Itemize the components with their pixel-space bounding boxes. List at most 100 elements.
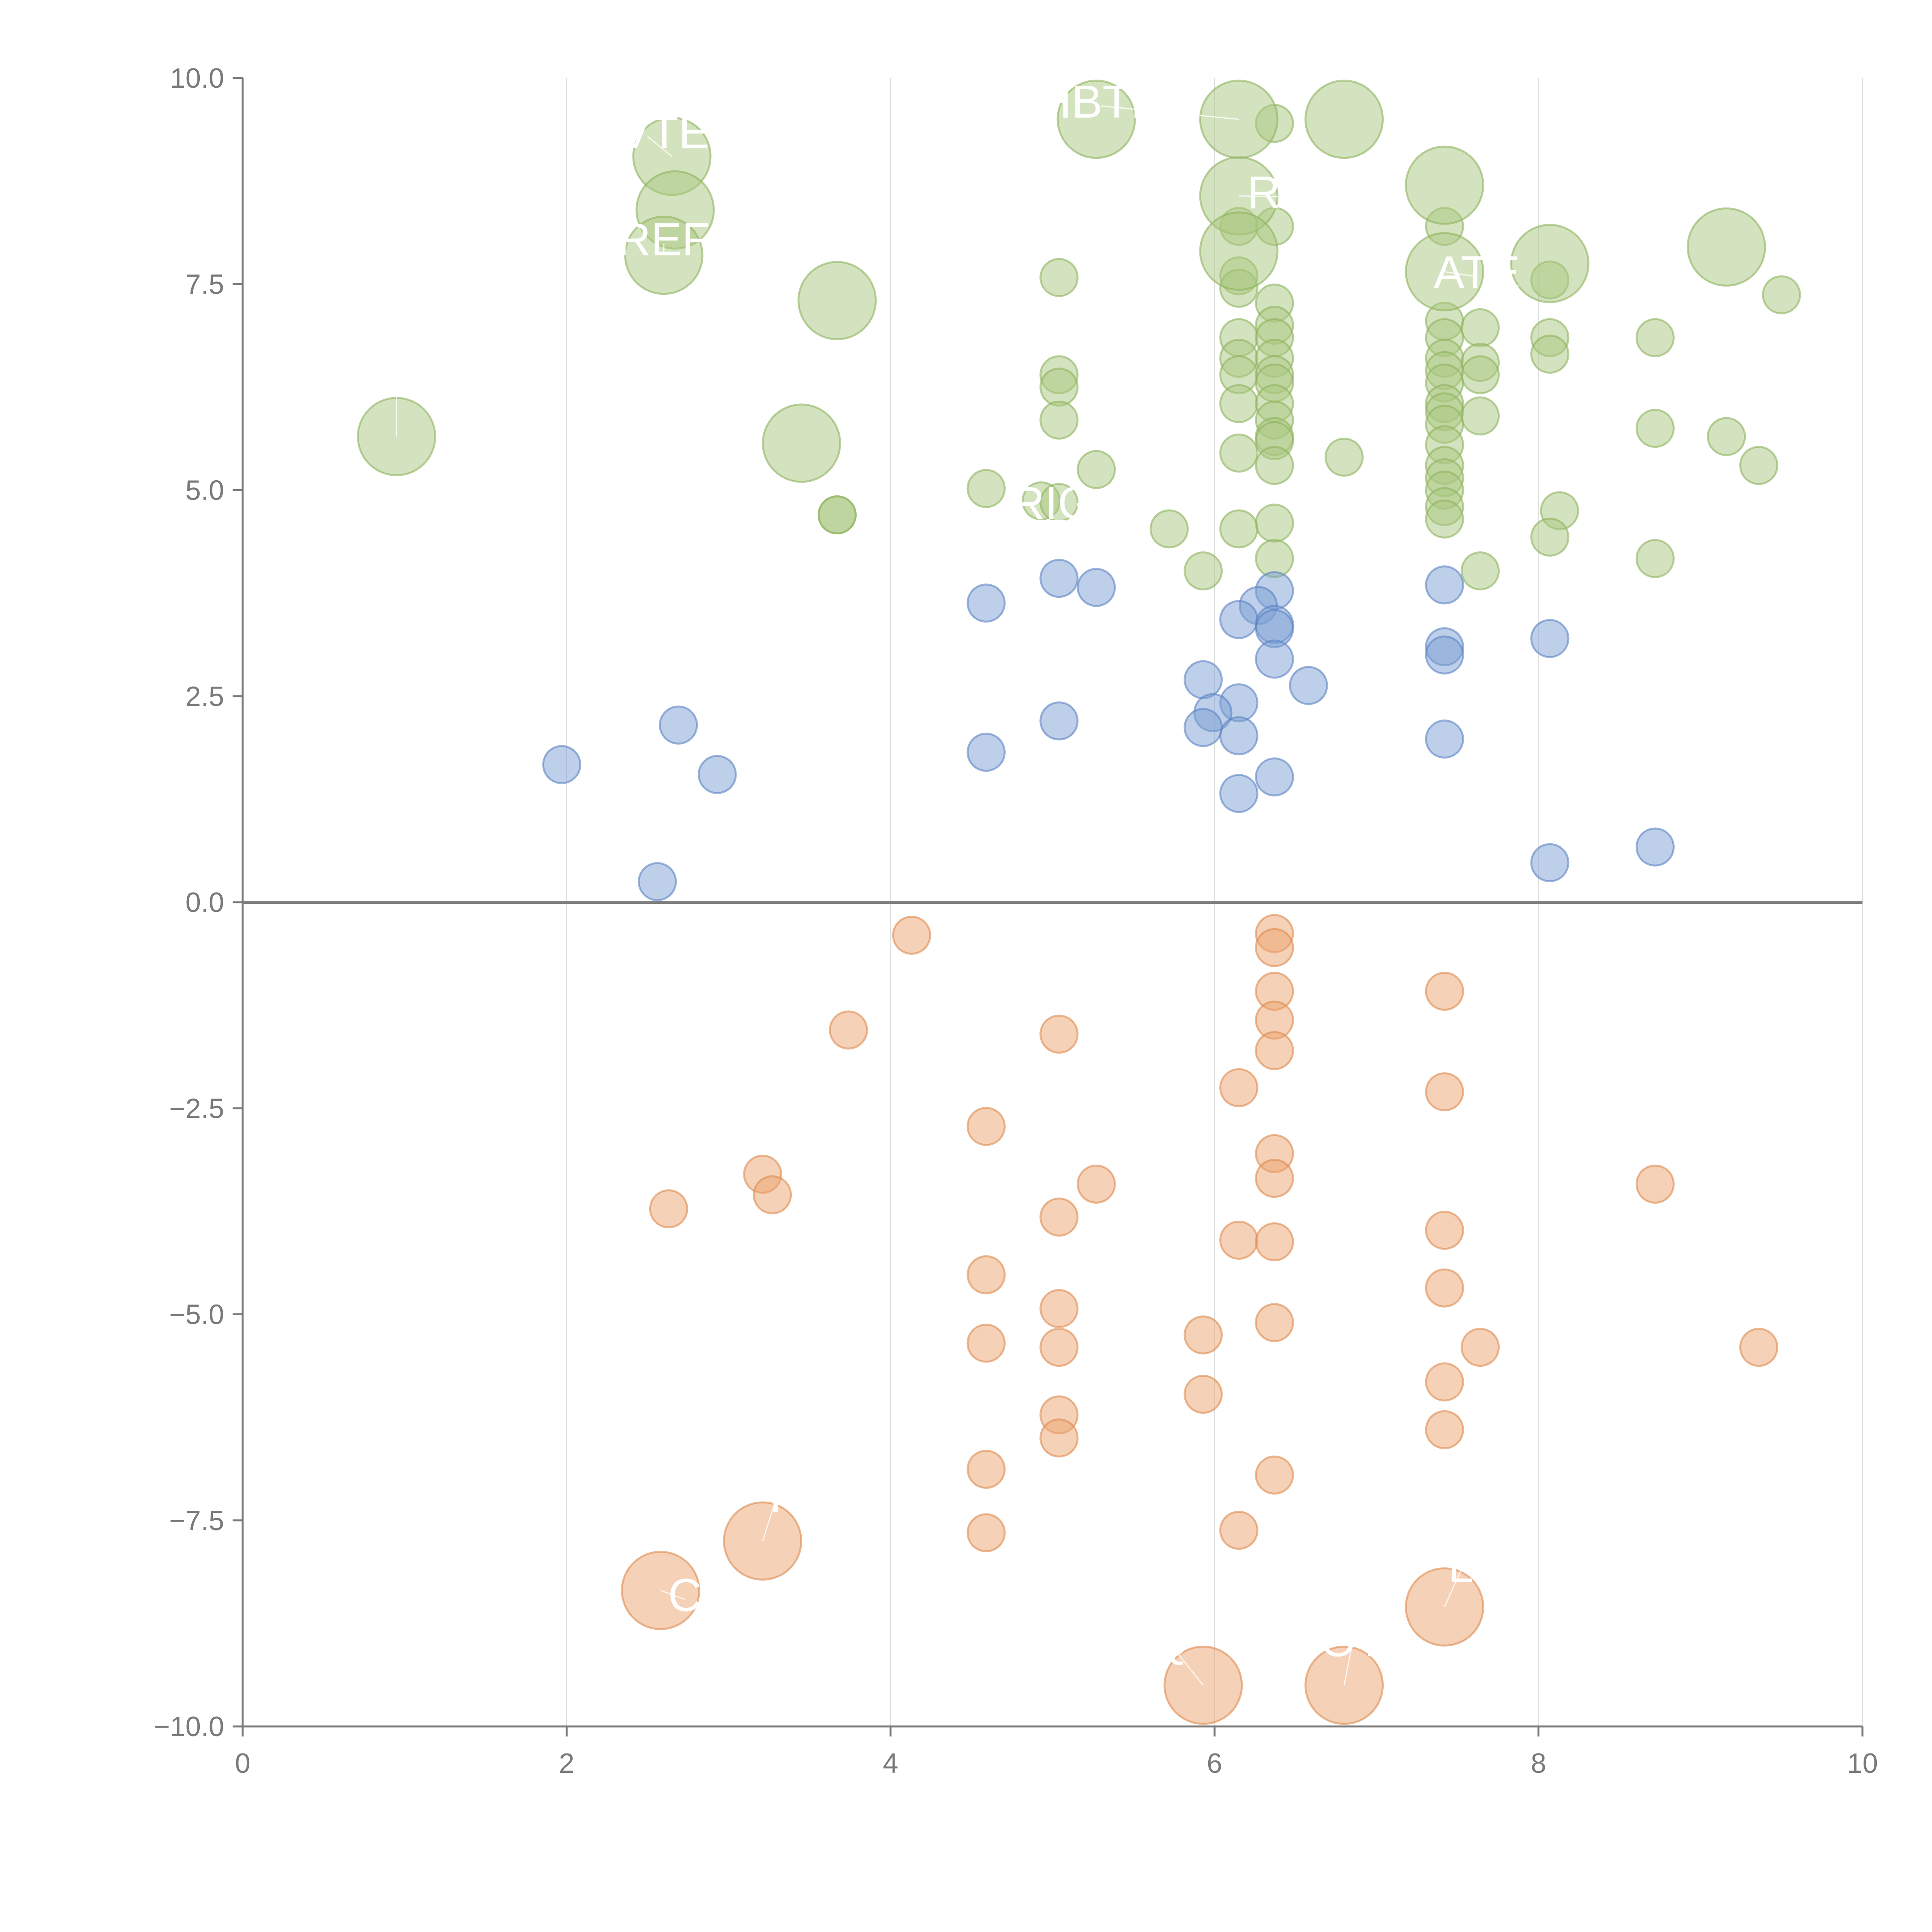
axes-layer [242, 78, 1862, 1728]
orange-point [1425, 1072, 1464, 1112]
blue-point [966, 583, 1006, 623]
green-point [1219, 509, 1259, 549]
x-tick-label: 6 [1207, 1748, 1222, 1779]
orange-point [1255, 1159, 1294, 1198]
orange-point [966, 1255, 1006, 1294]
y-tick-label: 10.0 [170, 63, 224, 94]
green-point [1219, 384, 1259, 423]
y-tick-label: −5.0 [169, 1299, 224, 1330]
orange-point [966, 1107, 1006, 1146]
green-point [1461, 355, 1500, 395]
orange-point [1039, 1328, 1079, 1367]
green-point [797, 261, 877, 340]
blue-point [1184, 660, 1223, 699]
point-label: T [762, 1470, 790, 1522]
point-label: RS [1247, 167, 1312, 218]
orange-point [1425, 1362, 1464, 1401]
blue-point [1635, 827, 1675, 867]
orange-point [1039, 1289, 1079, 1328]
orange-point [1219, 1221, 1259, 1260]
green-point [1184, 551, 1223, 591]
label-leader [762, 1500, 776, 1541]
green-point [1255, 446, 1294, 485]
blue-point [1425, 719, 1464, 759]
green-point [1635, 539, 1675, 578]
orange-point [892, 915, 931, 955]
green-point [1056, 80, 1136, 159]
point-label: C [668, 1569, 702, 1621]
green-point [1461, 308, 1500, 347]
blue-point [1530, 619, 1570, 658]
x-tick-label: 10 [1847, 1748, 1878, 1779]
green-point [762, 403, 841, 483]
orange-point [1219, 1510, 1259, 1550]
green-point [1461, 551, 1500, 591]
point-label: HBTR [1038, 76, 1164, 128]
orange-point [1039, 1197, 1079, 1237]
point-label: OT [1320, 1615, 1384, 1667]
orange-point [1077, 1164, 1116, 1204]
point-label: FT [368, 354, 425, 405]
green-point [1461, 396, 1500, 436]
blue-point [1255, 639, 1294, 679]
label-leader [1239, 195, 1279, 197]
orange-point [1255, 1222, 1294, 1262]
green-point [1304, 80, 1384, 159]
annotation-label: T [1038, 510, 1066, 562]
green-point [1530, 517, 1570, 557]
orange-point [1039, 1014, 1079, 1054]
blue-point [1219, 716, 1259, 755]
green-point [1039, 258, 1079, 297]
y-tick-label: −10.0 [154, 1711, 224, 1742]
orange-point [1255, 928, 1294, 967]
label-leader [647, 136, 672, 157]
green-point [1255, 503, 1294, 543]
green-point [1405, 145, 1484, 225]
ticks-layer: 0 2 4 6 8 10 −10.0 −7.5 −5.0 −2.5 0.0 2.5 5.0 7.5 10.0 [154, 63, 1878, 1779]
green-point [1510, 224, 1590, 303]
orange-point [1184, 1374, 1223, 1414]
blue-point [1255, 757, 1294, 797]
y-tick-label: 2.5 [185, 681, 224, 712]
blue-point [1039, 701, 1079, 741]
y-tick-label: −2.5 [169, 1093, 224, 1124]
green-point [1150, 509, 1189, 549]
orange-point [1255, 1303, 1294, 1342]
blue-point [1425, 635, 1464, 675]
blue-point [1219, 774, 1259, 813]
green-point [966, 469, 1006, 508]
green-point [1077, 450, 1116, 489]
orange-point [1635, 1164, 1675, 1204]
y-tick-label: 0.0 [185, 887, 224, 918]
green-point [1707, 417, 1746, 456]
orange-point [1184, 1315, 1223, 1355]
point-label: REF [617, 214, 710, 265]
label-leader [1444, 1570, 1461, 1607]
orange-point [829, 1010, 868, 1050]
green-point [1199, 211, 1279, 291]
orange-point [966, 1513, 1006, 1553]
orange-point [753, 1175, 792, 1214]
green-point [1762, 275, 1801, 315]
point-label: NVTE [586, 106, 709, 158]
point-label: ATE [1434, 247, 1520, 298]
orange-point [1425, 1410, 1464, 1449]
green-point [1530, 335, 1570, 374]
x-tick-label: 4 [883, 1748, 898, 1779]
orange-point [966, 1450, 1006, 1489]
y-tick-label: −7.5 [169, 1505, 224, 1536]
blue-point [966, 733, 1006, 772]
orange-point [1461, 1328, 1500, 1367]
blue-point [1039, 559, 1079, 598]
x-tick-label: 8 [1531, 1748, 1546, 1779]
green-point [1635, 409, 1675, 448]
green-point [1635, 318, 1675, 357]
y-tick-label: 7.5 [185, 269, 224, 300]
label-leader [1170, 1644, 1204, 1686]
green-point [1739, 446, 1779, 485]
orange-point [1425, 1211, 1464, 1250]
blue-point [1425, 565, 1464, 605]
blue-point [659, 705, 698, 745]
